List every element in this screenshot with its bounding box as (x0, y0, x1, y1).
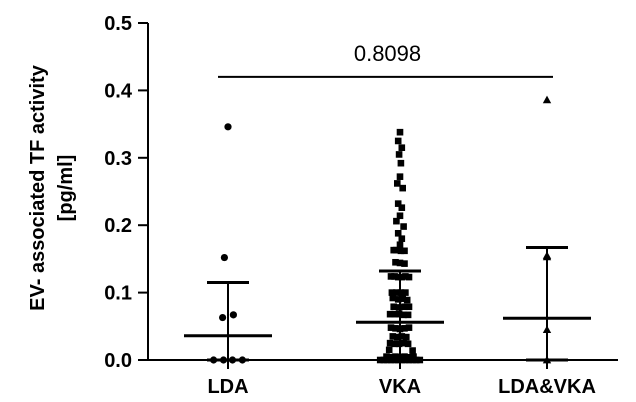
data-point (394, 296, 402, 303)
data-point (399, 184, 406, 192)
data-point (389, 294, 397, 302)
data-point (391, 340, 398, 348)
x-tick-label: LDA&VKA (498, 376, 596, 398)
y-axis-label-line2: [pg/ml] (55, 155, 77, 222)
data-point (392, 325, 399, 332)
y-tick-label: 0.2 (104, 215, 132, 237)
y-axis: 0.0 0.1 0.2 0.3 0.4 0.5 (104, 13, 149, 372)
y-tick-label: 0.3 (104, 148, 132, 170)
y-tick-label: 0.4 (104, 80, 133, 102)
data-point (400, 311, 407, 319)
data-point (394, 273, 402, 281)
significance-annotation: 0.8098 (218, 41, 553, 78)
data-point (410, 353, 417, 360)
data-point (403, 333, 410, 341)
data-point (393, 246, 400, 254)
data-point (402, 273, 409, 280)
data-point (398, 273, 406, 281)
data-point (387, 273, 395, 280)
data-point (392, 258, 399, 266)
data-point (403, 296, 411, 304)
data-point (220, 253, 228, 262)
y-axis-label-line1: EV- associated TF activity (27, 64, 49, 311)
x-tick-label: LDA (207, 376, 248, 398)
data-point (395, 151, 403, 158)
data-point (405, 273, 413, 281)
data-point (387, 324, 395, 331)
data-point (401, 303, 408, 311)
data-point (394, 137, 402, 145)
data-point (390, 303, 397, 311)
data-point (405, 303, 413, 311)
data-point (398, 204, 406, 211)
data-point (397, 247, 405, 255)
data-point (397, 159, 405, 167)
data-point (399, 295, 406, 302)
data-point (224, 123, 232, 131)
data-point (396, 241, 404, 249)
data-point (405, 324, 413, 331)
data-point (386, 339, 394, 347)
data-point (396, 128, 404, 136)
data-point (392, 353, 399, 360)
data-point (393, 217, 400, 225)
data-point (388, 289, 396, 296)
data-point (401, 260, 408, 267)
data-point (396, 259, 404, 267)
data-point (401, 353, 408, 360)
data-point (398, 235, 406, 242)
data-point (394, 180, 401, 187)
data-point (401, 325, 408, 332)
data-point (391, 310, 398, 318)
data-point (219, 313, 227, 322)
p-value-label: 0.8098 (354, 41, 421, 66)
y-axis-label: EV- associated TF activity [pg/ml] (27, 64, 77, 311)
data-point (398, 333, 406, 340)
y-tick-label: 0.0 (104, 350, 132, 372)
data-point (400, 223, 407, 230)
data-point (396, 212, 404, 220)
data-point (404, 311, 412, 319)
x-axis: LDA VKA LDA&VKA (148, 359, 618, 398)
data-point (394, 200, 402, 207)
data-point (389, 333, 397, 340)
data-point (385, 346, 393, 354)
data-point (391, 273, 398, 280)
data-point (404, 340, 412, 348)
median-iqr-bars (184, 245, 591, 362)
data-point (386, 310, 394, 318)
data-point (394, 229, 402, 237)
data-point (393, 289, 400, 296)
data-point (409, 347, 416, 354)
data-point (401, 247, 408, 255)
data-point (396, 173, 404, 180)
data-point (402, 289, 409, 296)
data-point (383, 353, 390, 360)
data-point (394, 333, 401, 341)
data-point (398, 144, 406, 151)
data-point (400, 339, 407, 347)
data-point (229, 311, 237, 319)
data-point (542, 95, 552, 104)
y-tick-label: 0.5 (104, 13, 132, 35)
x-tick-label: VKA (379, 376, 421, 398)
y-tick-label: 0.1 (104, 283, 132, 305)
